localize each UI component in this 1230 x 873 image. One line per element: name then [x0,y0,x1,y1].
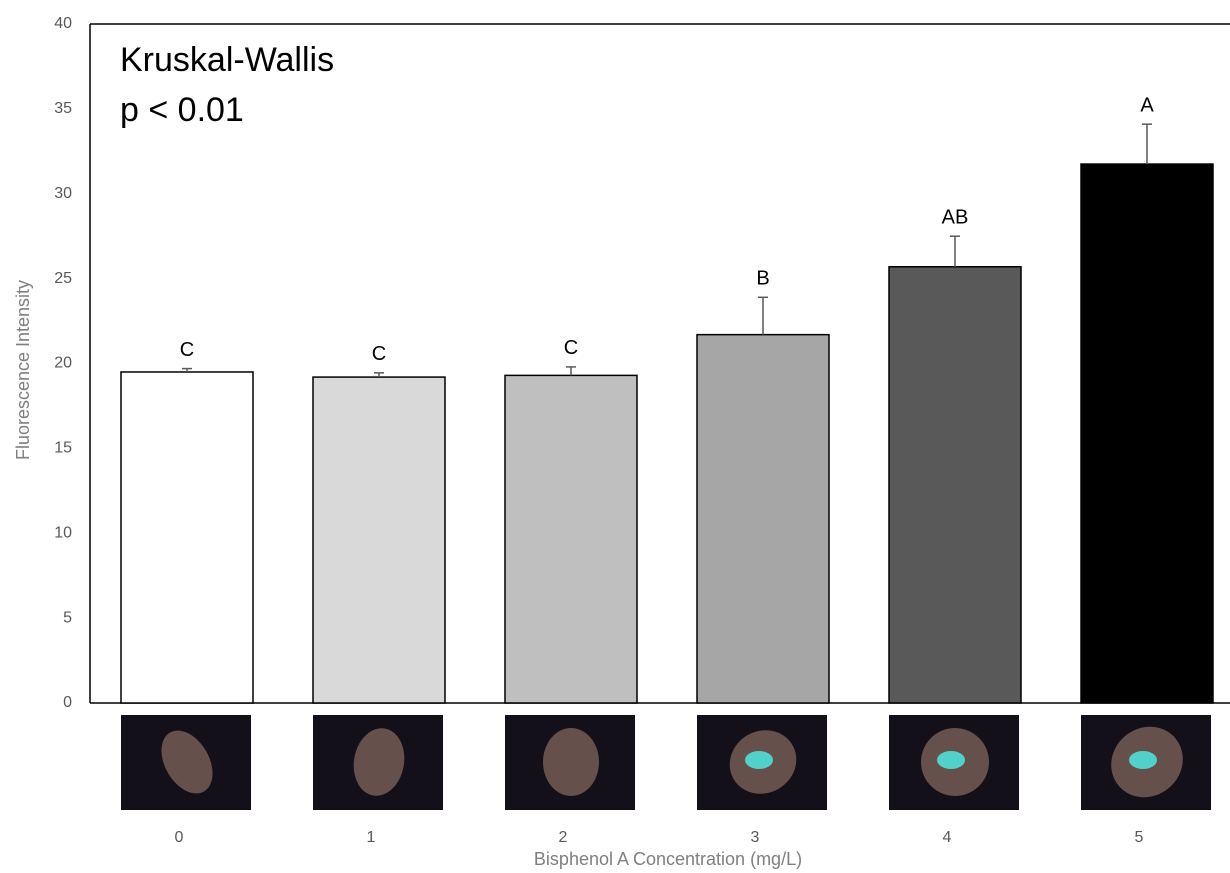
significance-letter: AB [942,206,969,228]
thumbnail-specimen [543,728,599,796]
bar [313,377,445,703]
significance-letter: A [1140,94,1154,116]
significance-letter: B [756,268,769,290]
significance-letter: C [180,339,194,361]
annotation: p < 0.01 [120,91,244,129]
thumbnail-glow [937,751,965,769]
x-tick-label: 5 [1135,829,1144,846]
annotation: Kruskal-Wallis [120,41,334,79]
x-tick-label: 4 [943,829,952,846]
x-axis-label: Bisphenol A Concentration (mg/L) [534,849,802,869]
x-tick-label: 0 [175,829,184,846]
y-tick-label: 10 [54,524,72,541]
y-axis-label: Fluorescence Intensity [13,280,33,460]
error-bar [758,297,768,334]
bar [1081,164,1213,703]
error-bar [1142,124,1152,164]
y-tick-label: 0 [63,694,72,711]
x-tick-label: 2 [559,829,568,846]
bar [697,335,829,703]
y-tick-label: 25 [54,270,72,287]
y-tick-label: 35 [54,100,72,117]
thumbnail-glow [745,751,773,769]
significance-letter: C [372,343,386,365]
bar [505,375,637,703]
bar [121,372,253,703]
significance-letter: C [564,337,578,359]
y-tick-label: 30 [54,185,72,202]
y-tick-label: 40 [54,15,72,32]
y-tick-label: 5 [63,609,72,626]
error-bar [950,236,960,267]
thumbnail-glow [1129,751,1157,769]
error-bar [566,367,576,375]
bar [889,267,1021,703]
y-tick-label: 15 [54,440,72,457]
x-tick-label: 1 [367,829,376,846]
chart: Kruskal-Wallis p < 0.01 Bisphenol A Conc… [0,0,1230,873]
y-tick-label: 20 [54,355,72,372]
x-tick-label: 3 [751,829,760,846]
